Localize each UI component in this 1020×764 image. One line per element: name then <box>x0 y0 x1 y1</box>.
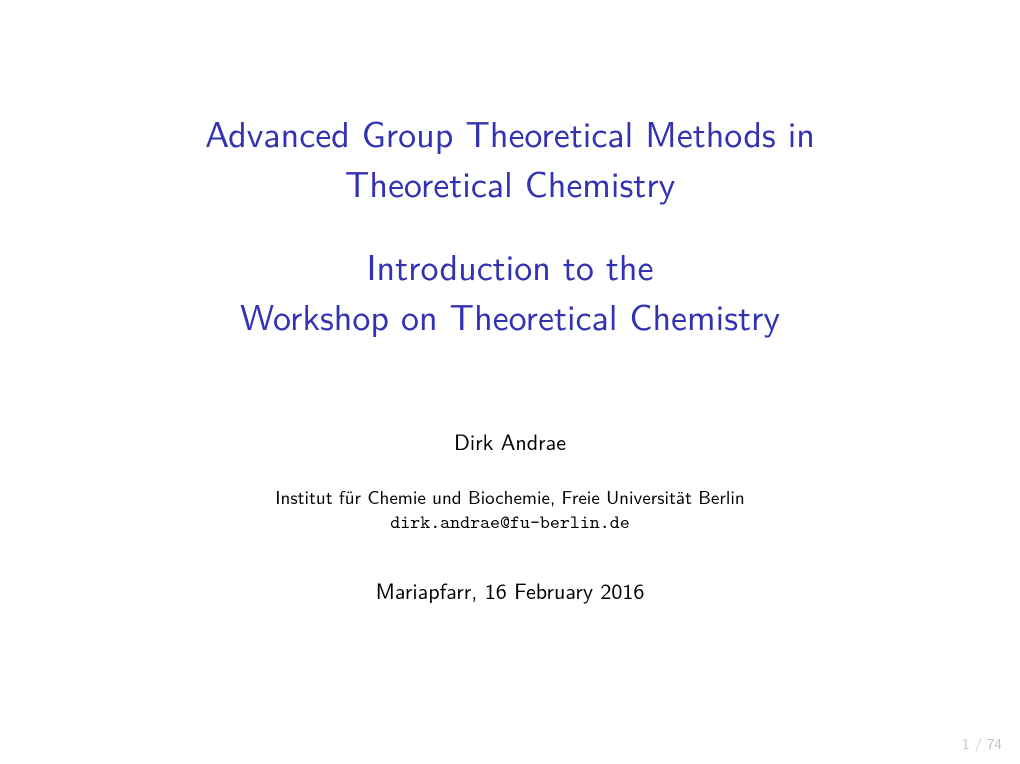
email: dirk.andrae@fu-berlin.de <box>0 510 1020 536</box>
page-number: 1 / 74 <box>962 732 1002 754</box>
title-block: Advanced Group Theoretical Methods in Th… <box>0 108 1020 341</box>
page-sep: / <box>969 732 987 754</box>
institute-block: Institut für Chemie und Biochemie, Freie… <box>0 484 1020 535</box>
subtitle-line-1: Introduction to the <box>0 241 1020 291</box>
date: Mariapfarr, 16 February 2016 <box>0 574 1020 606</box>
page-total: 74 <box>987 732 1002 754</box>
title-line-2: Theoretical Chemistry <box>0 158 1020 208</box>
subtitle-line-2: Workshop on Theoretical Chemistry <box>0 291 1020 341</box>
title-line-1: Advanced Group Theoretical Methods in <box>0 108 1020 158</box>
institute: Institut für Chemie und Biochemie, Freie… <box>0 484 1020 510</box>
slide: Advanced Group Theoretical Methods in Th… <box>0 0 1020 764</box>
author: Dirk Andrae <box>0 425 1020 457</box>
